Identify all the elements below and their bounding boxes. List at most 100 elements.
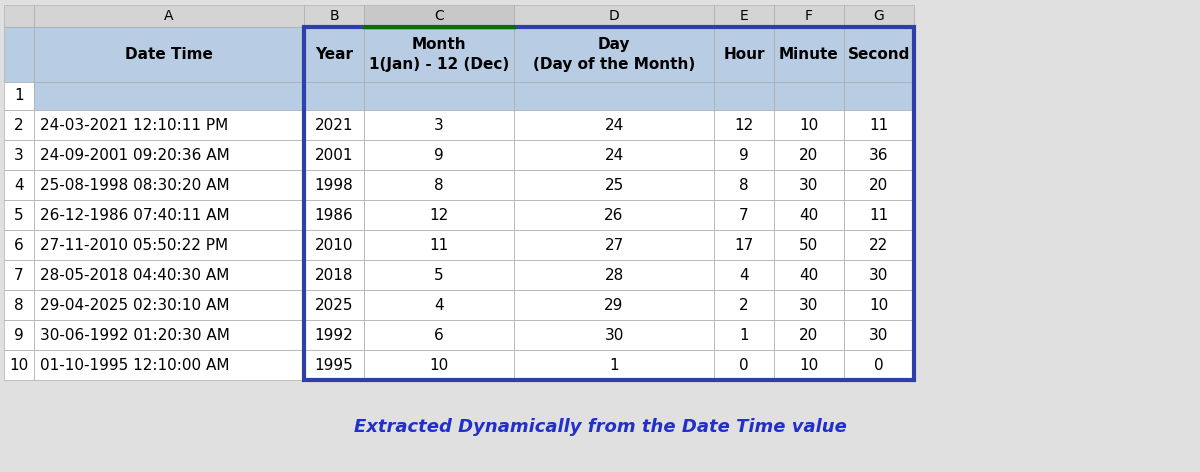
Text: 26: 26	[605, 208, 624, 222]
Text: 3: 3	[14, 147, 24, 162]
Text: 1995: 1995	[314, 357, 353, 372]
Text: B: B	[329, 9, 338, 23]
Text: 4: 4	[14, 177, 24, 193]
Bar	[364, 350, 514, 380]
Text: 10: 10	[869, 297, 889, 312]
Text: 11: 11	[869, 118, 889, 133]
Bar	[774, 320, 844, 350]
Bar	[774, 110, 844, 140]
Text: 25-08-1998 08:30:20 AM: 25-08-1998 08:30:20 AM	[40, 177, 229, 193]
Text: 8: 8	[434, 177, 444, 193]
Text: Hour: Hour	[724, 47, 764, 62]
Bar	[364, 170, 514, 200]
Text: 10: 10	[799, 357, 818, 372]
Bar	[34, 320, 304, 350]
Bar	[34, 27, 304, 82]
Text: 20: 20	[869, 177, 889, 193]
Text: Date Time: Date Time	[125, 47, 212, 62]
Text: F: F	[805, 9, 814, 23]
Text: 29-04-2025 02:30:10 AM: 29-04-2025 02:30:10 AM	[40, 297, 229, 312]
Bar	[34, 110, 304, 140]
Text: 1986: 1986	[314, 208, 353, 222]
Text: 2018: 2018	[314, 268, 353, 283]
Bar	[4, 5, 914, 380]
Text: 30-06-1992 01:20:30 AM: 30-06-1992 01:20:30 AM	[40, 328, 230, 343]
Bar	[4, 350, 34, 380]
Text: 6: 6	[434, 328, 444, 343]
Text: 2021: 2021	[314, 118, 353, 133]
Text: 28-05-2018 04:40:30 AM: 28-05-2018 04:40:30 AM	[40, 268, 229, 283]
Bar	[34, 350, 304, 380]
Text: Second: Second	[848, 47, 910, 62]
Text: 2010: 2010	[314, 237, 353, 253]
Bar	[514, 230, 714, 260]
Text: 40: 40	[799, 268, 818, 283]
Bar	[34, 290, 304, 320]
Bar	[774, 350, 844, 380]
Text: 25: 25	[605, 177, 624, 193]
Text: 28: 28	[605, 268, 624, 283]
Text: 2025: 2025	[314, 297, 353, 312]
Bar	[304, 140, 364, 170]
Text: 5: 5	[434, 268, 444, 283]
Text: 40: 40	[799, 208, 818, 222]
Text: 1998: 1998	[314, 177, 353, 193]
Text: 1992: 1992	[314, 328, 353, 343]
Bar	[514, 320, 714, 350]
Bar	[514, 82, 714, 110]
Bar	[774, 170, 844, 200]
Bar	[34, 230, 304, 260]
Bar	[34, 140, 304, 170]
Text: 8: 8	[739, 177, 749, 193]
Text: Day
(Day of the Month): Day (Day of the Month)	[533, 37, 695, 72]
Text: 2: 2	[739, 297, 749, 312]
Bar	[714, 230, 774, 260]
Bar	[514, 170, 714, 200]
Text: 7: 7	[739, 208, 749, 222]
Text: 11: 11	[869, 208, 889, 222]
Text: 1: 1	[739, 328, 749, 343]
Bar	[714, 170, 774, 200]
Bar	[364, 140, 514, 170]
Bar	[4, 140, 34, 170]
Text: 10: 10	[10, 357, 29, 372]
Text: 10: 10	[430, 357, 449, 372]
Bar	[304, 290, 364, 320]
Bar	[304, 260, 364, 290]
Text: Extracted Dynamically from the Date Time value: Extracted Dynamically from the Date Time…	[354, 419, 846, 437]
Bar	[364, 290, 514, 320]
Bar	[844, 5, 914, 27]
Bar	[4, 200, 34, 230]
Bar	[714, 27, 774, 82]
Bar	[4, 320, 34, 350]
Bar	[4, 230, 34, 260]
Text: 12: 12	[430, 208, 449, 222]
Bar	[4, 82, 34, 110]
Text: 8: 8	[14, 297, 24, 312]
Bar	[774, 290, 844, 320]
Text: 1: 1	[14, 89, 24, 103]
Bar	[844, 27, 914, 82]
Bar	[34, 5, 304, 27]
Bar	[844, 260, 914, 290]
Bar	[304, 320, 364, 350]
Bar	[4, 27, 34, 82]
Text: 24-03-2021 12:10:11 PM: 24-03-2021 12:10:11 PM	[40, 118, 228, 133]
Text: 10: 10	[799, 118, 818, 133]
Bar	[34, 200, 304, 230]
Text: 3: 3	[434, 118, 444, 133]
Bar	[844, 200, 914, 230]
Text: 1: 1	[610, 357, 619, 372]
Bar	[714, 350, 774, 380]
Bar	[304, 170, 364, 200]
Bar	[774, 260, 844, 290]
Text: A: A	[164, 9, 174, 23]
Text: 26-12-1986 07:40:11 AM: 26-12-1986 07:40:11 AM	[40, 208, 229, 222]
Bar	[714, 5, 774, 27]
Text: 20: 20	[799, 328, 818, 343]
Bar	[364, 200, 514, 230]
Bar	[714, 320, 774, 350]
Bar	[514, 200, 714, 230]
Bar	[514, 260, 714, 290]
Bar	[304, 110, 364, 140]
